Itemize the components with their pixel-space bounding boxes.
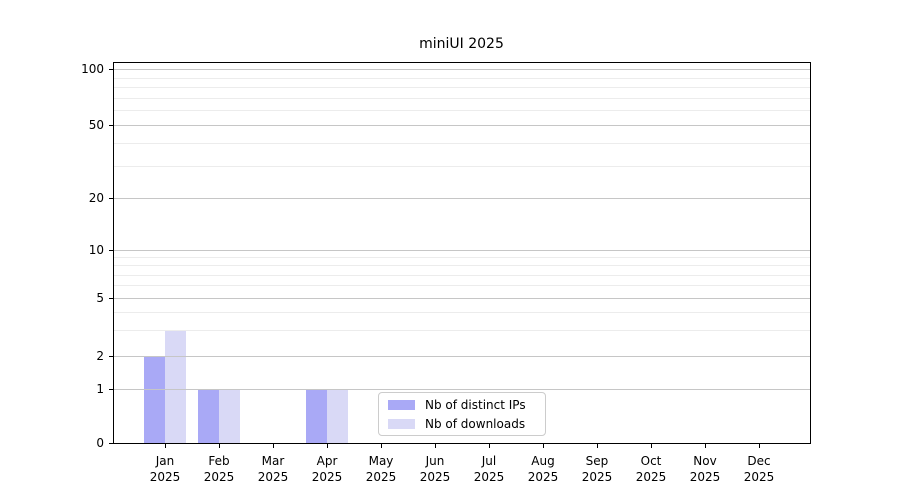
y-tick-mark-0 xyxy=(109,443,113,444)
gridline-minor-30 xyxy=(113,166,810,167)
y-tick-mark-50 xyxy=(109,125,113,126)
gridline-minor-70 xyxy=(113,98,810,99)
x-tick-mark-9 xyxy=(597,444,598,448)
x-tick-label-5: May 2025 xyxy=(365,454,397,484)
legend-swatch-icon xyxy=(388,399,415,410)
x-tick-label-12: Dec 2025 xyxy=(743,454,775,484)
y-tick-mark-5 xyxy=(109,298,113,299)
x-tick-mark-8 xyxy=(543,444,544,448)
gridline-major-100 xyxy=(113,69,810,70)
legend-label: Nb of downloads xyxy=(425,416,526,431)
y-tick-mark-10 xyxy=(109,250,113,251)
x-tick-label-4: Apr 2025 xyxy=(311,454,343,484)
gridline-minor-6 xyxy=(113,285,810,286)
y-tick-mark-2 xyxy=(109,356,113,357)
bar-nb-of-downloads-apr-2025 xyxy=(327,389,348,443)
gridline-minor-80 xyxy=(113,87,810,88)
legend-label: Nb of distinct IPs xyxy=(425,397,526,412)
legend-swatch-icon xyxy=(388,418,415,429)
x-tick-label-6: Jun 2025 xyxy=(419,454,451,484)
y-tick-label-50: 50 xyxy=(88,118,104,132)
x-tick-label-9: Sep 2025 xyxy=(581,454,613,484)
gridline-minor-4 xyxy=(113,312,810,313)
gridline-major-5 xyxy=(113,298,810,299)
y-tick-label-0: 0 xyxy=(96,436,104,450)
gridline-minor-90 xyxy=(113,78,810,79)
y-tick-label-10: 10 xyxy=(88,243,104,257)
gridline-minor-40 xyxy=(113,143,810,144)
x-tick-mark-5 xyxy=(381,444,382,448)
x-tick-label-1: Jan 2025 xyxy=(149,454,181,484)
y-tick-label-2: 2 xyxy=(96,349,104,363)
x-tick-mark-10 xyxy=(651,444,652,448)
gridline-major-2 xyxy=(113,356,810,357)
gridline-minor-3 xyxy=(113,330,810,331)
bar-nb-of-distinct-ips-apr-2025 xyxy=(306,389,327,443)
gridline-minor-9 xyxy=(113,257,810,258)
x-tick-mark-1 xyxy=(165,444,166,448)
x-tick-label-8: Aug 2025 xyxy=(527,454,559,484)
gridline-major-50 xyxy=(113,125,810,126)
gridline-minor-8 xyxy=(113,265,810,266)
y-tick-mark-100 xyxy=(109,69,113,70)
bar-nb-of-downloads-jan-2025 xyxy=(165,330,186,443)
x-tick-label-11: Nov 2025 xyxy=(689,454,721,484)
chart-title: miniUI 2025 xyxy=(419,36,504,52)
y-tick-label-1: 1 xyxy=(96,382,104,396)
x-tick-mark-2 xyxy=(219,444,220,448)
x-tick-mark-3 xyxy=(273,444,274,448)
bar-nb-of-distinct-ips-jan-2025 xyxy=(144,356,165,443)
bar-nb-of-distinct-ips-feb-2025 xyxy=(198,389,219,443)
x-tick-label-2: Feb 2025 xyxy=(203,454,235,484)
y-tick-label-20: 20 xyxy=(88,191,104,205)
legend: Nb of distinct IPs Nb of downloads xyxy=(378,392,546,436)
bar-nb-of-downloads-feb-2025 xyxy=(219,389,240,443)
gridline-minor-60 xyxy=(113,110,810,111)
y-tick-mark-1 xyxy=(109,389,113,390)
legend-item: Nb of downloads xyxy=(379,414,545,433)
x-tick-mark-12 xyxy=(759,444,760,448)
x-tick-mark-6 xyxy=(435,444,436,448)
x-tick-mark-4 xyxy=(327,444,328,448)
x-tick-mark-11 xyxy=(705,444,706,448)
y-tick-label-100: 100 xyxy=(81,62,104,76)
y-tick-mark-20 xyxy=(109,198,113,199)
x-tick-label-7: Jul 2025 xyxy=(473,454,505,484)
plot-area xyxy=(113,62,811,444)
x-tick-mark-7 xyxy=(489,444,490,448)
gridline-major-10 xyxy=(113,250,810,251)
legend-item: Nb of distinct IPs xyxy=(379,395,545,414)
gridline-minor-7 xyxy=(113,275,810,276)
y-tick-label-5: 5 xyxy=(96,291,104,305)
x-tick-label-10: Oct 2025 xyxy=(635,454,667,484)
x-tick-label-3: Mar 2025 xyxy=(257,454,289,484)
gridline-major-20 xyxy=(113,198,810,199)
gridline-major-1 xyxy=(113,389,810,390)
